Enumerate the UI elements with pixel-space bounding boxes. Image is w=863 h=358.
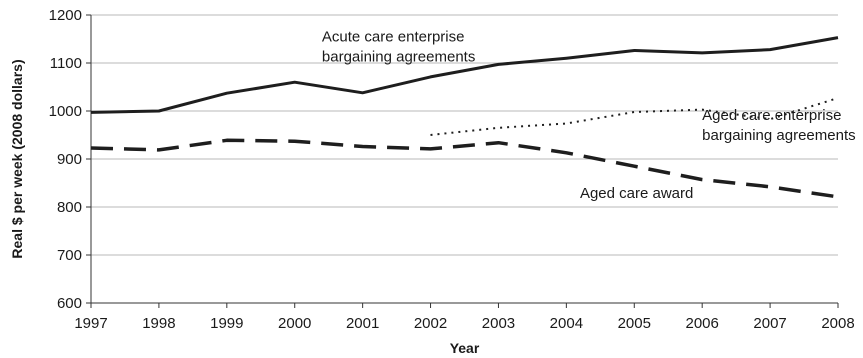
y-axis-title: Real $ per week (2008 dollars)	[9, 59, 25, 258]
series-line-dashed	[90, 138, 839, 199]
y-tick-label-800: 800	[57, 199, 82, 216]
data-series	[90, 36, 839, 199]
annotation-acute-care-eba-line-2: bargaining agreements	[322, 48, 475, 65]
axes: 600 700 800 900 1000 1100 1200 1997 1998 1999 2000…	[49, 7, 855, 332]
x-tick-label-1997: 1997	[74, 315, 107, 332]
y-tick-label-900: 900	[57, 151, 82, 168]
x-tick-label-2003: 2003	[482, 315, 515, 332]
y-tick-label-700: 700	[57, 247, 82, 264]
x-tick-label-2008: 2008	[821, 315, 854, 332]
y-tick-label-600: 600	[57, 295, 82, 312]
x-axis-title: Year	[450, 340, 480, 356]
x-tick-label-2002: 2002	[414, 315, 447, 332]
x-tick-label-2004: 2004	[550, 315, 583, 332]
y-tick-label-1100: 1100	[50, 55, 82, 72]
annotation-acute-care-eba-line-1: Acute care enterprise	[322, 28, 465, 45]
x-tick-label-2000: 2000	[278, 315, 311, 332]
annotation-aged-care-eba-line-2: bargaining agreements	[702, 127, 855, 144]
grid-lines	[91, 14, 838, 256]
annotation-acute-care-eba: Acute care enterprise bargaining agreemen…	[322, 28, 475, 65]
x-tick-label-1998: 1998	[142, 315, 175, 332]
series-line-solid	[90, 36, 839, 114]
x-tick-label-2005: 2005	[618, 315, 651, 332]
annotation-aged-care-eba: Aged care enterprise bargaining agreement…	[702, 107, 855, 144]
annotation-aged-care-award-line-1: Aged care award	[580, 185, 693, 202]
annotation-aged-care-eba-line-1: Aged care enterprise	[702, 107, 841, 124]
x-tick-label-1999: 1999	[210, 315, 243, 332]
y-tick-label-1000: 1000	[49, 103, 82, 120]
x-tick-label-2001: 2001	[346, 315, 379, 332]
x-tick-label-2006: 2006	[685, 315, 718, 332]
annotations: Acute care enterprise bargaining agreemen…	[322, 28, 856, 201]
annotation-aged-care-award: Aged care award	[580, 185, 693, 202]
y-tick-label-1200: 1200	[49, 7, 82, 24]
x-tick-label-2007: 2007	[753, 315, 786, 332]
